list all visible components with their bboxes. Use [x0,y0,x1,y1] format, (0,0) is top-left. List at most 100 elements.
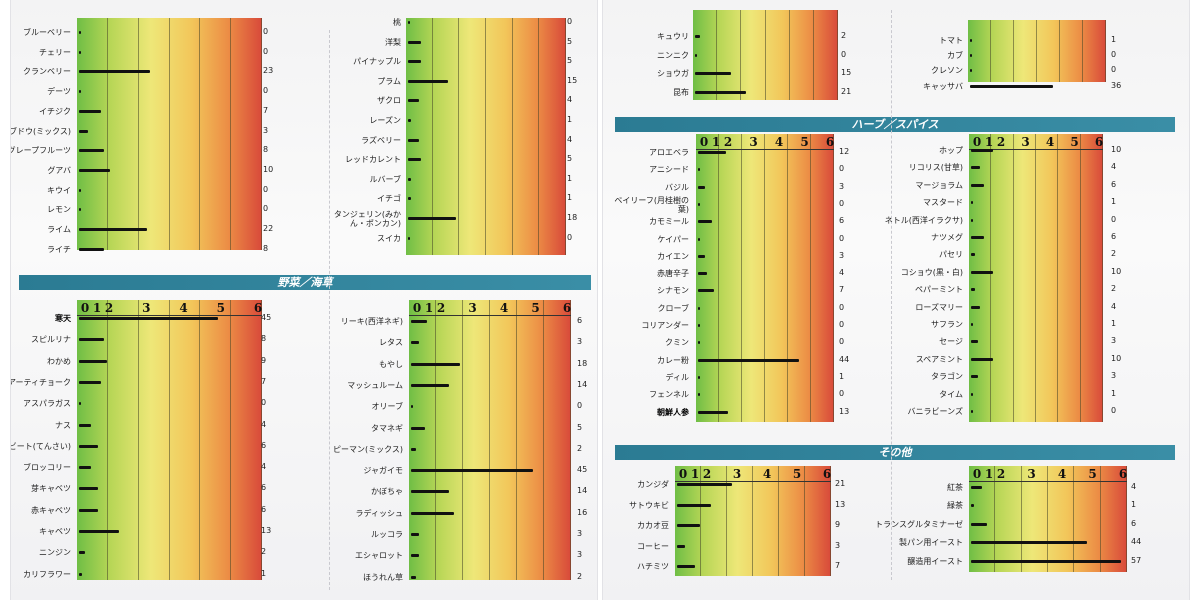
value-bar [698,358,800,362]
item-label: ハチミツ [637,562,669,571]
item-value: 14 [577,379,588,389]
grid-line [764,10,766,100]
value-bar [79,423,92,427]
item-label: ローズマリー [915,302,963,312]
item-label: かぼちゃ [371,487,403,497]
item-value: 0 [1111,50,1117,60]
scale-tick-5: 5 [531,301,540,315]
item-value: 44 [1131,537,1142,547]
grid-line [565,18,566,255]
item-label: カリフラワー [23,569,71,579]
item-label: プラム [377,76,401,86]
value-bar [970,69,972,73]
item-label: クローブ [657,303,689,313]
item-label: 緑茶 [947,501,963,511]
item-label: ショウガ [657,69,689,78]
item-label: ナツメグ [931,233,963,242]
item-value: 4 [1111,162,1117,172]
value-bar [971,201,974,205]
grid-line [106,300,108,580]
item-value: 2 [841,31,847,40]
item-value: 45 [261,313,272,322]
item-label: 醸造用イースト [907,556,963,566]
grid-line [837,10,838,100]
grid-line [833,134,834,422]
value-bar [677,483,732,486]
scale-tick-0: 0 [699,135,709,149]
item-label: タマネギ [371,423,403,433]
grid-line [804,466,805,576]
item-value: 8 [263,243,269,253]
grid-line [511,18,513,255]
value-bar [971,288,976,292]
scale-tick-3: 3 [1021,135,1030,149]
item-value: 6 [839,216,845,226]
item-label: パイナップル [353,57,401,67]
value-bar [408,60,422,64]
item-label: 紅茶 [947,483,963,492]
value-bar [698,410,728,414]
item-value: 0 [263,204,269,214]
item-value: 9 [835,520,841,529]
grid-line [485,18,486,255]
value-bar [971,559,1122,563]
grid-line [199,18,201,250]
item-label: ライチ [47,244,71,254]
scale-tick-0: 0 [972,135,982,149]
value-bar [970,84,1053,88]
value-bar [408,79,448,83]
scale-tick-6: 6 [825,135,835,149]
item-value: 6 [577,316,583,325]
value-bar [411,447,417,451]
item-label: ジャガイモ [363,466,403,476]
value-bar [411,554,420,558]
value-bar [79,551,86,555]
item-label: マージョラム [915,180,963,190]
value-bar [79,380,101,384]
scale-header-line [696,149,834,150]
item-label: カブ [947,51,963,61]
scale-tick-4: 4 [179,301,188,315]
grid-line [1020,466,1022,572]
scale-tick-5: 5 [792,467,802,481]
item-value: 0 [839,337,845,347]
scale-header-line [77,315,262,316]
value-bar [79,129,89,133]
gradient-scale [77,300,262,580]
value-bar [79,466,92,470]
value-bar [79,50,81,54]
item-value: 2 [577,443,583,453]
value-bar [698,341,700,345]
item-label: シナモン [657,286,689,296]
grid-line [230,18,232,250]
value-bar [408,21,410,24]
item-label: カンジダ [637,480,669,489]
item-value: 2 [577,571,583,581]
item-value: 1 [567,193,573,203]
item-value: 21 [841,86,852,96]
item-label: デーツ [47,87,71,97]
item-label: ルバーブ [369,174,401,184]
item-label: 桃 [393,18,401,27]
scale-tick-1: 1 [424,301,434,315]
item-label: スピルリナ [31,335,71,345]
item-value: 1 [261,568,267,578]
section-banner-other: その他 [615,445,1175,460]
item-label: カモミール [649,217,689,227]
item-value: 3 [839,250,845,260]
item-value: 12 [839,147,850,156]
value-bar [411,341,420,345]
grid-line [787,134,788,422]
scale-tick-5: 5 [1070,135,1079,149]
value-bar [971,218,973,222]
item-label: マスタード [923,198,963,208]
value-bar [971,305,980,309]
item-value: 0 [567,17,573,26]
item-label: ペパーミント [915,285,963,295]
scale-tick-2: 2 [723,135,733,149]
item-label: チェリー [39,47,71,57]
grid-line [726,466,727,576]
item-label: エシャロット [355,551,403,561]
grid-line [718,134,719,422]
item-label: 芽キャベツ [31,484,71,494]
